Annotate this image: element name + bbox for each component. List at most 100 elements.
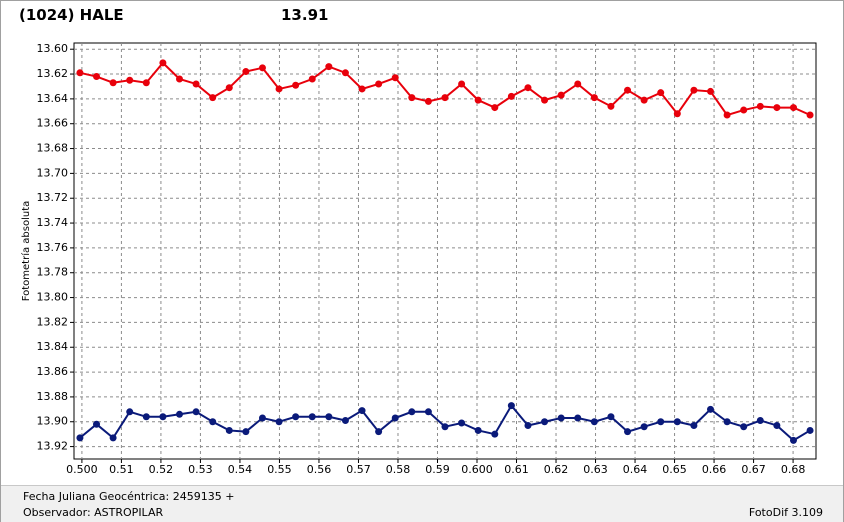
data-point — [640, 96, 648, 104]
y-tick-label: 13.80 — [37, 291, 69, 304]
data-point — [308, 75, 316, 83]
data-point — [590, 418, 598, 426]
x-tick-label: 0.51 — [109, 463, 134, 476]
data-point — [690, 86, 698, 94]
x-tick-label: 0.58 — [386, 463, 411, 476]
data-point — [474, 96, 482, 104]
y-tick-label: 13.64 — [37, 92, 69, 105]
data-point — [507, 402, 515, 410]
data-point — [242, 428, 250, 436]
data-point — [93, 420, 101, 428]
chart-subtitle: 13.91 — [281, 6, 328, 24]
data-point — [541, 418, 549, 426]
y-tick-label: 13.86 — [37, 365, 69, 378]
footer: Fecha Juliana Geocéntrica: 2459135 + Obs… — [1, 485, 843, 522]
data-point — [624, 428, 632, 436]
data-point — [789, 104, 797, 112]
data-point — [424, 97, 432, 105]
y-tick-label: 13.90 — [37, 415, 69, 428]
data-point — [391, 74, 399, 82]
data-point — [557, 414, 565, 422]
data-point — [574, 414, 582, 422]
data-point — [175, 75, 183, 83]
x-tick-label: 0.63 — [583, 463, 608, 476]
data-point — [673, 110, 681, 118]
data-point — [673, 418, 681, 426]
data-point — [507, 92, 515, 100]
data-point — [325, 413, 333, 421]
y-tick-label: 13.92 — [37, 440, 69, 453]
data-point — [292, 81, 300, 89]
x-tick-label: 0.600 — [461, 463, 493, 476]
data-point — [557, 91, 565, 99]
data-point — [341, 69, 349, 77]
x-tick-label: 0.65 — [662, 463, 687, 476]
data-point — [773, 104, 781, 112]
data-point — [524, 84, 532, 92]
data-point — [491, 430, 499, 438]
data-point — [806, 111, 814, 119]
chart-title: (1024) HALE — [19, 6, 124, 24]
y-tick-label: 13.70 — [37, 166, 69, 179]
data-point — [789, 436, 797, 444]
data-point — [391, 414, 399, 422]
x-tick-label: 0.56 — [307, 463, 332, 476]
data-point — [225, 426, 233, 434]
data-point — [325, 63, 333, 71]
data-point — [275, 85, 283, 93]
x-tick-label: 0.54 — [228, 463, 253, 476]
y-axis-label: Fotometría absoluta — [20, 201, 32, 302]
data-point — [474, 426, 482, 434]
y-tick-label: 13.78 — [37, 266, 69, 279]
data-point — [607, 102, 615, 110]
date-label: Fecha Juliana Geocéntrica: 2459135 + — [23, 490, 235, 503]
data-point — [192, 80, 200, 88]
data-point — [109, 79, 117, 87]
data-point — [275, 418, 283, 426]
x-tick-label: 0.52 — [149, 463, 174, 476]
y-tick-label: 13.74 — [37, 216, 69, 229]
data-point — [209, 94, 217, 102]
data-point — [93, 73, 101, 81]
data-point — [491, 104, 499, 112]
data-point — [690, 421, 698, 429]
data-point — [358, 85, 366, 93]
y-tick-label: 13.68 — [37, 142, 69, 155]
data-point — [159, 413, 167, 421]
data-point — [142, 413, 150, 421]
data-point — [225, 84, 233, 92]
data-point — [756, 102, 764, 110]
data-point — [375, 80, 383, 88]
x-tick-label: 0.64 — [623, 463, 648, 476]
y-tick-label: 13.62 — [37, 67, 69, 80]
x-tick-label: 0.500 — [66, 463, 98, 476]
data-point — [159, 59, 167, 67]
data-point — [740, 423, 748, 431]
data-point — [192, 408, 200, 416]
y-tick-label: 13.66 — [37, 117, 69, 130]
data-point — [574, 80, 582, 88]
data-point — [408, 408, 416, 416]
data-point — [458, 80, 466, 88]
data-point — [292, 413, 300, 421]
data-point — [590, 94, 598, 102]
y-tick-label: 13.72 — [37, 191, 69, 204]
data-point — [258, 64, 266, 72]
data-point — [375, 428, 383, 436]
data-point — [441, 423, 449, 431]
version-label: FotoDif 3.109 — [748, 506, 823, 519]
y-tick-label: 13.88 — [37, 390, 69, 403]
data-point — [640, 423, 648, 431]
data-point — [142, 79, 150, 87]
data-point — [109, 434, 117, 442]
data-point — [126, 76, 134, 84]
x-tick-label: 0.55 — [267, 463, 292, 476]
data-point — [308, 413, 316, 421]
data-point — [126, 408, 134, 416]
x-tick-label: 0.66 — [702, 463, 727, 476]
x-tick-label: 0.57 — [346, 463, 371, 476]
data-point — [756, 417, 764, 425]
data-point — [723, 418, 731, 426]
data-point — [76, 69, 84, 77]
